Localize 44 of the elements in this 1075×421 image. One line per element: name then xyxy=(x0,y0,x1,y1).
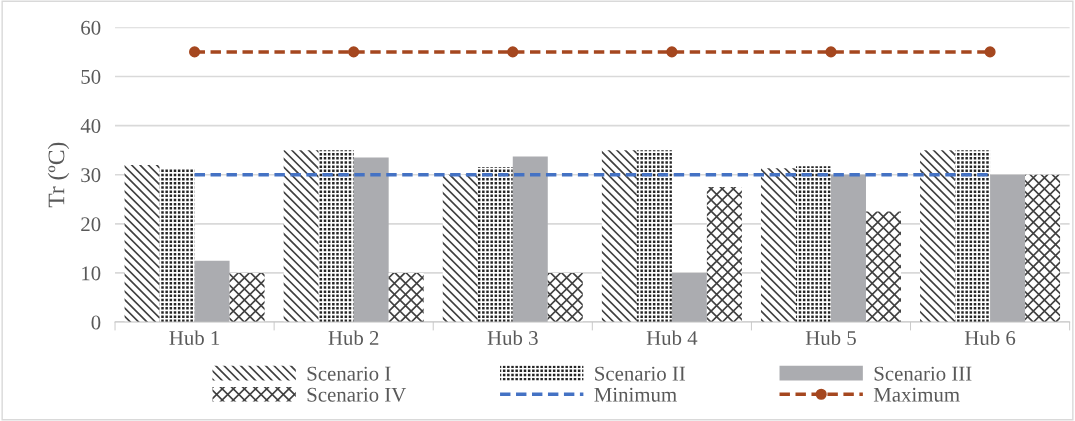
legend-label: Scenario IV xyxy=(307,387,407,402)
bar xyxy=(194,260,230,323)
bar xyxy=(547,272,583,323)
legend-label: Maximum xyxy=(873,387,960,402)
bar xyxy=(318,150,354,323)
legend-label: Scenario III xyxy=(874,366,972,381)
bar xyxy=(601,150,637,323)
bar xyxy=(353,157,389,323)
y-tick-label: 0 xyxy=(91,315,101,330)
bar xyxy=(955,150,991,323)
y-tick-label: 20 xyxy=(81,217,101,232)
y-axis-title: Tr (ºC) xyxy=(47,142,70,208)
bar xyxy=(512,156,548,323)
bar xyxy=(671,272,707,323)
x-tick-label: Hub 6 xyxy=(964,330,1016,346)
bar xyxy=(795,166,831,323)
bar xyxy=(283,150,319,323)
y-tick-label: 10 xyxy=(82,266,101,281)
x-tick-label: Hub 3 xyxy=(487,330,538,346)
bar xyxy=(442,174,478,323)
legend-label: Scenario I xyxy=(307,366,391,381)
bar xyxy=(229,272,265,323)
x-tick-label: Hub 4 xyxy=(646,330,698,346)
bar xyxy=(388,272,424,323)
bar xyxy=(1025,174,1061,323)
x-tick-label: Hub 1 xyxy=(169,330,220,346)
bar xyxy=(830,174,866,323)
bar xyxy=(477,167,513,323)
x-tick-label: Hub 5 xyxy=(805,330,856,346)
y-tick-label: 50 xyxy=(81,69,101,84)
bar xyxy=(159,168,195,323)
legend-label: Minimum xyxy=(594,387,677,402)
y-tick-label: 40 xyxy=(80,118,101,134)
x-tick-label: Hub 2 xyxy=(328,330,379,346)
bar xyxy=(990,174,1026,323)
bar xyxy=(760,168,796,323)
bar xyxy=(865,211,901,323)
bar xyxy=(636,150,672,323)
y-tick-label: 30 xyxy=(81,168,101,183)
bar xyxy=(920,150,956,323)
legend-label: Scenario II xyxy=(595,366,686,381)
bar xyxy=(706,186,742,323)
y-tick-label: 60 xyxy=(81,20,101,35)
bar xyxy=(124,164,160,323)
